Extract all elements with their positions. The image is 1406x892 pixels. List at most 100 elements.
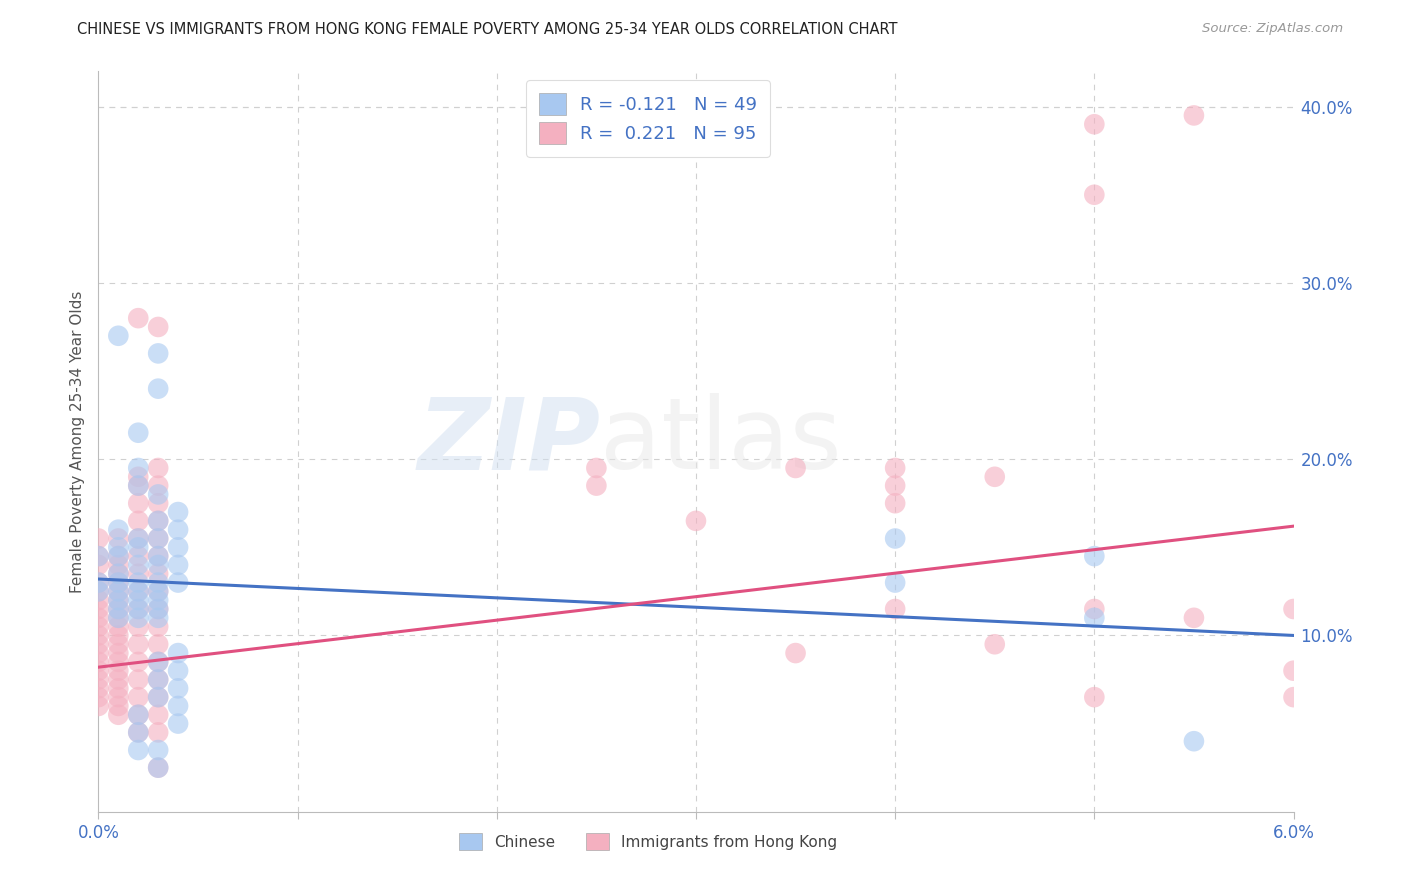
Y-axis label: Female Poverty Among 25-34 Year Olds: Female Poverty Among 25-34 Year Olds <box>69 291 84 592</box>
Point <box>107 549 129 563</box>
Point <box>1083 187 1105 202</box>
Point <box>148 382 170 396</box>
Point <box>127 514 149 528</box>
Point <box>87 628 110 642</box>
Point <box>148 673 170 687</box>
Point <box>148 593 170 607</box>
Point <box>148 584 170 599</box>
Point <box>107 646 129 660</box>
Point <box>148 761 170 775</box>
Point <box>87 593 110 607</box>
Point <box>87 611 110 625</box>
Point <box>148 690 170 705</box>
Point <box>127 425 149 440</box>
Point <box>107 602 129 616</box>
Point <box>87 549 110 563</box>
Point <box>127 566 149 581</box>
Point <box>127 478 149 492</box>
Point <box>127 541 149 555</box>
Point <box>127 593 149 607</box>
Point <box>107 575 129 590</box>
Point <box>127 637 149 651</box>
Point <box>127 461 149 475</box>
Point <box>1282 602 1305 616</box>
Point <box>127 478 149 492</box>
Point <box>107 558 129 572</box>
Text: ZIP: ZIP <box>418 393 600 490</box>
Point <box>107 549 129 563</box>
Point <box>87 673 110 687</box>
Point <box>884 478 907 492</box>
Point <box>148 478 170 492</box>
Point <box>884 461 907 475</box>
Point <box>127 602 149 616</box>
Point <box>127 549 149 563</box>
Point <box>87 575 110 590</box>
Point <box>127 673 149 687</box>
Point <box>107 523 129 537</box>
Point <box>87 690 110 705</box>
Point <box>1182 734 1205 748</box>
Point <box>127 707 149 722</box>
Point <box>167 575 190 590</box>
Point <box>87 698 110 713</box>
Point <box>87 584 110 599</box>
Point <box>167 698 190 713</box>
Point <box>148 673 170 687</box>
Point <box>127 690 149 705</box>
Point <box>148 637 170 651</box>
Point <box>148 575 170 590</box>
Point <box>167 681 190 696</box>
Point <box>127 602 149 616</box>
Point <box>167 541 190 555</box>
Point <box>884 602 907 616</box>
Text: atlas: atlas <box>600 393 842 490</box>
Point <box>87 549 110 563</box>
Point <box>167 664 190 678</box>
Point <box>148 655 170 669</box>
Point <box>585 478 607 492</box>
Point <box>1083 549 1105 563</box>
Text: Source: ZipAtlas.com: Source: ZipAtlas.com <box>1202 22 1343 36</box>
Point <box>1083 611 1105 625</box>
Point <box>127 707 149 722</box>
Point <box>148 346 170 360</box>
Point <box>167 716 190 731</box>
Point <box>87 637 110 651</box>
Point <box>107 628 129 642</box>
Point <box>107 611 129 625</box>
Point <box>107 698 129 713</box>
Point <box>1182 108 1205 122</box>
Point <box>585 461 607 475</box>
Point <box>167 523 190 537</box>
Point <box>148 761 170 775</box>
Point <box>127 532 149 546</box>
Point <box>107 611 129 625</box>
Point <box>148 532 170 546</box>
Point <box>148 602 170 616</box>
Point <box>1282 690 1305 705</box>
Legend: Chinese, Immigrants from Hong Kong: Chinese, Immigrants from Hong Kong <box>453 827 844 856</box>
Point <box>107 690 129 705</box>
Point <box>107 637 129 651</box>
Point <box>148 496 170 510</box>
Point <box>148 707 170 722</box>
Point <box>148 619 170 633</box>
Point <box>884 532 907 546</box>
Point <box>148 655 170 669</box>
Point <box>148 514 170 528</box>
Point <box>107 655 129 669</box>
Point <box>127 532 149 546</box>
Point <box>107 575 129 590</box>
Point <box>127 725 149 739</box>
Point <box>107 664 129 678</box>
Point <box>127 655 149 669</box>
Text: CHINESE VS IMMIGRANTS FROM HONG KONG FEMALE POVERTY AMONG 25-34 YEAR OLDS CORREL: CHINESE VS IMMIGRANTS FROM HONG KONG FEM… <box>77 22 898 37</box>
Point <box>167 505 190 519</box>
Point <box>984 470 1007 484</box>
Point <box>148 725 170 739</box>
Point <box>785 461 807 475</box>
Point <box>107 602 129 616</box>
Point <box>87 664 110 678</box>
Point <box>107 584 129 599</box>
